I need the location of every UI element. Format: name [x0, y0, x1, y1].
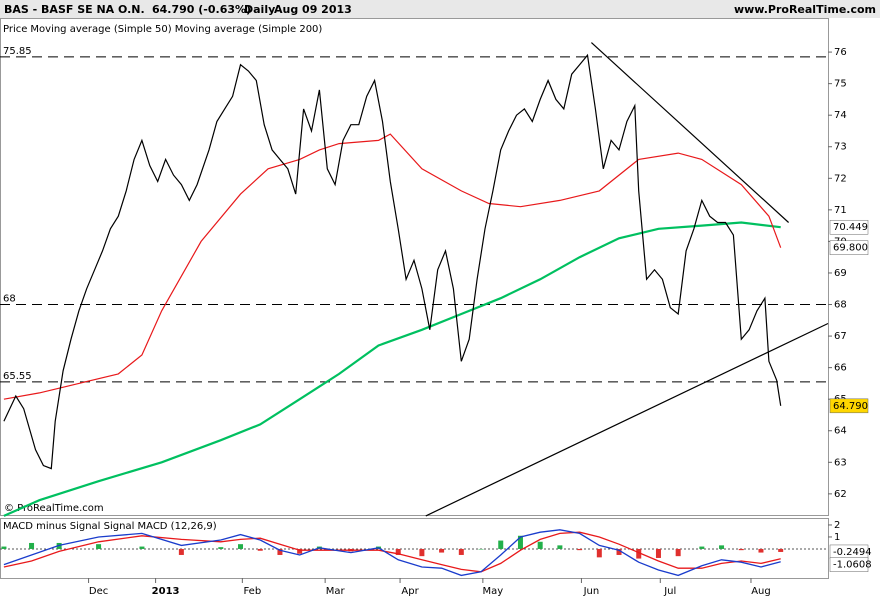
x-tick-label: Dec — [89, 586, 108, 597]
y-tick-label: 67 — [834, 331, 847, 342]
source: www.ProRealTime.com — [734, 3, 876, 16]
y-tick-label: 72 — [834, 173, 847, 184]
legend-entry: Price — [3, 24, 27, 35]
header-bar — [0, 0, 880, 18]
signal-line — [3, 531, 781, 573]
level-label: 65.55 — [3, 371, 32, 382]
last-value-box — [829, 398, 869, 414]
y-tick-label: 62 — [834, 489, 847, 500]
histogram-bar — [636, 548, 642, 559]
x-tick-label: Apr — [401, 586, 419, 597]
last-value-box — [829, 557, 869, 572]
last-value-label: -0.2494 — [833, 547, 872, 558]
price-panel — [0, 18, 829, 516]
histogram-bar — [96, 544, 102, 549]
x-tick-label: Jun — [583, 586, 600, 597]
last-value-box — [829, 219, 869, 235]
histogram-bar — [139, 546, 145, 549]
histogram-bar — [277, 548, 283, 555]
histogram-bar — [675, 548, 681, 557]
y-tick-label: 76 — [834, 47, 847, 58]
trend-line — [425, 322, 829, 517]
price-line — [3, 53, 782, 470]
watermark: © ProRealTime.com — [4, 503, 104, 514]
x-tick-label: May — [483, 586, 504, 597]
last-value-label: -1.0608 — [833, 560, 872, 571]
histogram-bar — [517, 535, 523, 549]
date: Aug 09 2013 — [274, 3, 352, 16]
histogram-bar — [778, 548, 784, 552]
histogram-bar — [178, 548, 184, 555]
level-label: 68 — [3, 294, 16, 305]
moving-average — [3, 221, 781, 517]
y-tick-label: 2 — [834, 520, 840, 531]
trend-line — [590, 42, 790, 223]
histogram-bar — [557, 545, 563, 549]
histogram-bar — [616, 548, 622, 555]
histogram-bar — [297, 548, 303, 554]
histogram-bar — [758, 548, 764, 553]
y-tick-label: 1 — [834, 532, 840, 543]
histogram-bar — [257, 548, 263, 551]
legend-entry: Moving average (Simple 200) — [175, 24, 323, 35]
legend-entry: Moving average (Simple 50) — [30, 24, 171, 35]
histogram-bar — [738, 548, 744, 551]
y-tick-label: 63 — [834, 457, 847, 468]
last-value-label: 69.800 — [833, 243, 868, 254]
histogram-bar — [419, 548, 425, 557]
histogram-bar — [218, 547, 224, 549]
title: BAS - BASF SE NA O.N. — [4, 3, 145, 16]
x-tick-label: Jul — [663, 586, 676, 597]
histogram-bar — [458, 548, 464, 555]
last-value-box — [829, 240, 869, 255]
y-tick-label: 71 — [834, 205, 847, 216]
y-tick-label: 69 — [834, 268, 847, 279]
histogram-bar — [498, 540, 504, 549]
y-tick-label: 73 — [834, 142, 847, 153]
interval: Daily — [244, 3, 275, 16]
level-label: 75.85 — [3, 46, 32, 57]
histogram-bar — [29, 542, 35, 549]
histogram-bar — [478, 548, 484, 550]
last-price: 64.790 (-0.63%) — [152, 3, 251, 16]
histogram-bar — [439, 548, 445, 553]
x-tick-label: 2013 — [152, 586, 180, 597]
histogram-bar — [238, 544, 244, 549]
histogram-bar — [699, 546, 705, 549]
histogram-bar — [596, 548, 602, 558]
y-tick-label: 75 — [834, 79, 847, 90]
y-tick-label: 74 — [834, 110, 847, 121]
macd-line — [3, 529, 781, 577]
y-tick-label: 64 — [834, 426, 847, 437]
histogram-bar — [577, 548, 583, 551]
y-tick-label: 68 — [834, 300, 847, 311]
last-value-label: 70.449 — [833, 222, 868, 233]
x-tick-label: Feb — [243, 586, 261, 597]
histogram-bar — [537, 541, 543, 549]
panel-title: MACD minus Signal Signal MACD (12,26,9) — [3, 521, 217, 532]
histogram-bar — [395, 548, 401, 555]
x-tick-label: Aug — [751, 586, 771, 597]
last-value-label: 64.790 — [833, 401, 868, 412]
y-tick-label: 66 — [834, 363, 847, 374]
x-tick-label: Mar — [326, 586, 346, 597]
histogram-bar — [1, 546, 7, 549]
histogram-bar — [719, 545, 725, 549]
histogram-bar — [655, 548, 661, 558]
